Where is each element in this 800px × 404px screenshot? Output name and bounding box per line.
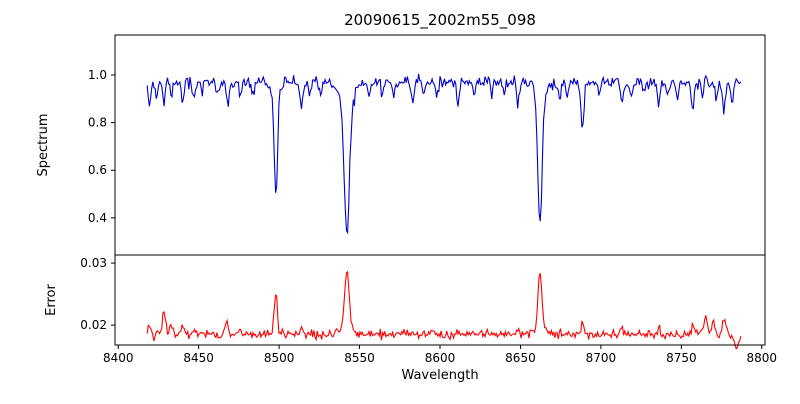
- spectrum-y-axis-label: Spectrum: [36, 114, 51, 177]
- x-tick-label: 8800: [747, 351, 778, 365]
- spectrum-panel-border: [114, 34, 766, 256]
- x-tick-label: 8550: [344, 351, 375, 365]
- spectrum-line: [146, 73, 742, 235]
- x-tick-label: 8450: [183, 351, 214, 365]
- error-line: [146, 270, 742, 350]
- spectrum-y-tick-label: 1.0: [88, 68, 107, 82]
- x-tick-label: 8400: [103, 351, 134, 365]
- error-panel-border: [114, 254, 766, 346]
- x-tick-label: 8500: [264, 351, 295, 365]
- x-tick-label: 8600: [425, 351, 456, 365]
- x-tick-label: 8750: [666, 351, 697, 365]
- spectrum-y-tick-label: 0.8: [88, 116, 107, 130]
- x-tick-label: 8650: [505, 351, 536, 365]
- plot-dynamic-layer: 8400 8450 8500 8550 8600 8650 8700 8750 8800 0.4 0…: [80, 34, 778, 365]
- spectrum-y-tick-label: 0.6: [88, 163, 107, 177]
- error-y-tick-label: 0.02: [80, 318, 107, 332]
- error-y-axis-label: Error: [44, 284, 59, 316]
- error-y-tick-label: 0.03: [80, 256, 107, 270]
- spectrum-y-tick-label: 0.4: [88, 211, 107, 225]
- x-tick-label: 8700: [586, 351, 617, 365]
- x-axis-label: Wavelength: [401, 368, 478, 383]
- plot-title: 20090615_2002m55_098: [344, 11, 536, 30]
